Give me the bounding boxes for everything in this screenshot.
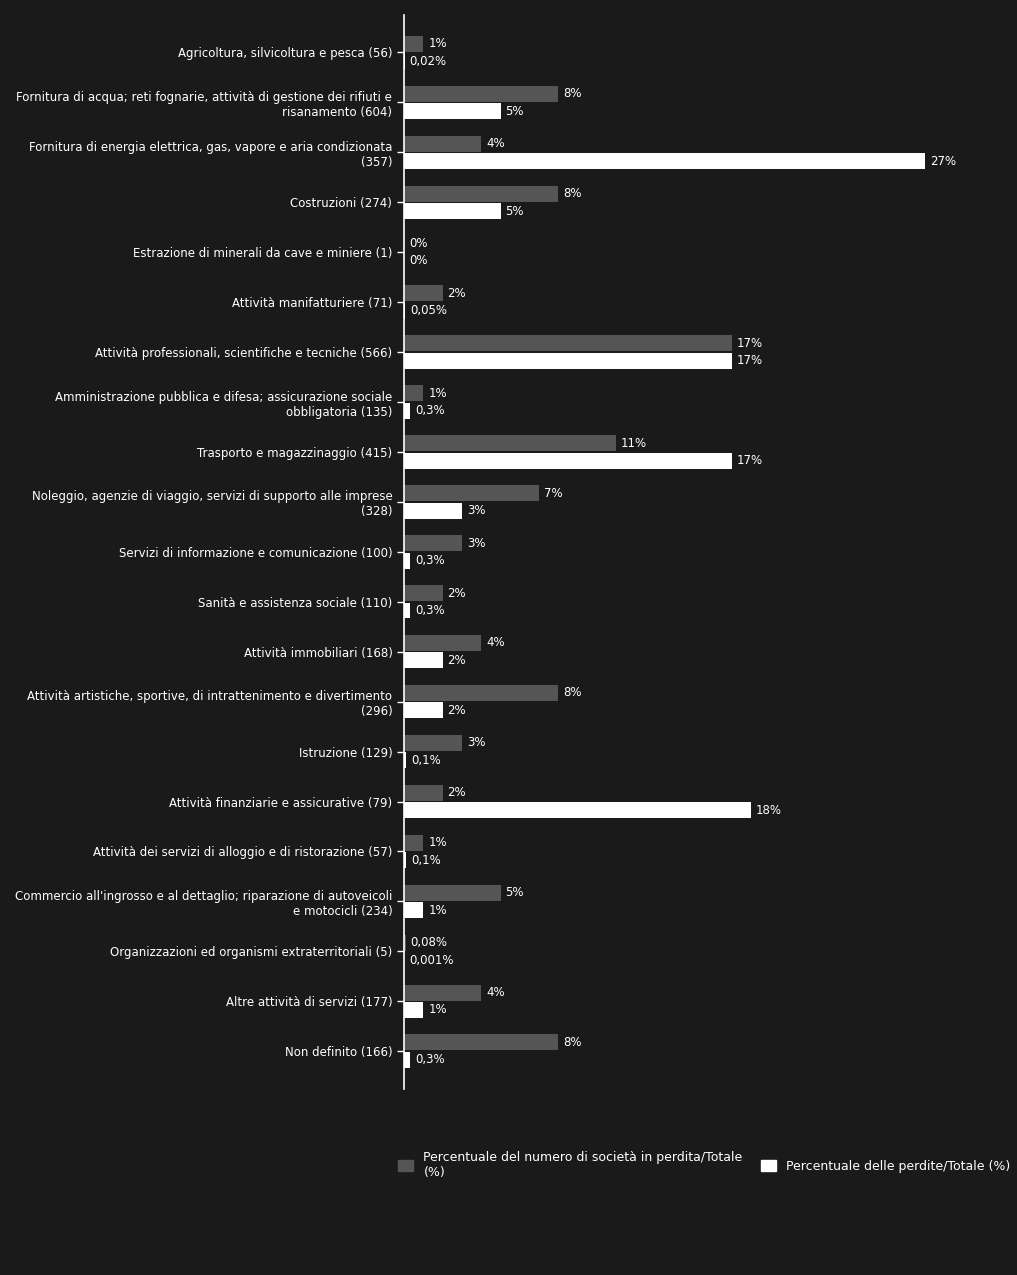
Text: 0,3%: 0,3% <box>415 404 444 417</box>
Text: 4%: 4% <box>486 986 504 1000</box>
Text: 17%: 17% <box>737 354 763 367</box>
Bar <box>404 103 500 119</box>
Text: 2%: 2% <box>447 704 466 717</box>
Bar <box>404 353 732 368</box>
Bar <box>404 36 423 52</box>
Text: 3%: 3% <box>467 537 485 550</box>
Text: 27%: 27% <box>930 154 956 167</box>
Bar <box>404 802 752 819</box>
Text: 2%: 2% <box>447 654 466 667</box>
Text: 18%: 18% <box>756 803 782 817</box>
Bar <box>404 653 442 668</box>
Text: 0,02%: 0,02% <box>410 55 446 68</box>
Bar <box>404 486 539 501</box>
Text: 0,1%: 0,1% <box>411 854 440 867</box>
Bar <box>404 1052 410 1068</box>
Bar <box>404 435 616 451</box>
Text: 4%: 4% <box>486 138 504 150</box>
Bar <box>404 403 410 418</box>
Bar <box>404 935 406 951</box>
Bar <box>404 752 406 769</box>
Text: 2%: 2% <box>447 287 466 300</box>
Bar <box>404 785 442 801</box>
Text: 1%: 1% <box>428 386 446 400</box>
Legend: Percentuale del numero di società in perdita/Totale
(%), Percentuale delle perdi: Percentuale del numero di società in per… <box>399 1151 1011 1179</box>
Text: 0,3%: 0,3% <box>415 555 444 567</box>
Bar <box>404 85 558 102</box>
Text: 3%: 3% <box>467 504 485 518</box>
Bar <box>404 135 481 152</box>
Bar <box>404 1034 558 1051</box>
Bar <box>404 635 481 652</box>
Bar <box>404 685 558 701</box>
Bar <box>404 286 442 301</box>
Bar <box>404 453 732 469</box>
Text: 8%: 8% <box>563 187 582 200</box>
Text: 1%: 1% <box>428 904 446 917</box>
Text: 2%: 2% <box>447 586 466 599</box>
Bar <box>404 703 442 718</box>
Text: 0,08%: 0,08% <box>411 936 447 949</box>
Text: 0,3%: 0,3% <box>415 604 444 617</box>
Text: 5%: 5% <box>505 105 524 117</box>
Text: 5%: 5% <box>505 204 524 218</box>
Text: 0,1%: 0,1% <box>411 754 440 766</box>
Bar <box>404 335 732 352</box>
Text: 1%: 1% <box>428 37 446 50</box>
Bar <box>404 502 462 519</box>
Text: 0,3%: 0,3% <box>415 1053 444 1066</box>
Text: 17%: 17% <box>737 454 763 467</box>
Text: 3%: 3% <box>467 737 485 750</box>
Text: 4%: 4% <box>486 636 504 649</box>
Bar <box>404 1002 423 1017</box>
Bar <box>404 835 423 850</box>
Text: 8%: 8% <box>563 686 582 700</box>
Bar <box>404 734 462 751</box>
Bar <box>404 186 558 201</box>
Bar <box>404 536 462 551</box>
Text: 7%: 7% <box>544 487 562 500</box>
Bar <box>404 603 410 618</box>
Text: 8%: 8% <box>563 87 582 101</box>
Bar <box>404 153 924 170</box>
Bar <box>404 984 481 1001</box>
Bar <box>404 385 423 402</box>
Text: 5%: 5% <box>505 886 524 899</box>
Text: 1%: 1% <box>428 1003 446 1016</box>
Text: 17%: 17% <box>737 337 763 349</box>
Bar <box>404 903 423 918</box>
Text: 0%: 0% <box>409 255 427 268</box>
Bar <box>404 852 406 868</box>
Text: 0,05%: 0,05% <box>410 305 446 317</box>
Text: 0,001%: 0,001% <box>409 954 454 966</box>
Bar <box>404 552 410 569</box>
Bar <box>404 885 500 900</box>
Text: 11%: 11% <box>621 437 647 450</box>
Text: 2%: 2% <box>447 787 466 799</box>
Text: 0%: 0% <box>409 237 427 250</box>
Text: 8%: 8% <box>563 1037 582 1049</box>
Bar <box>404 585 442 601</box>
Bar <box>404 203 500 219</box>
Text: 1%: 1% <box>428 836 446 849</box>
